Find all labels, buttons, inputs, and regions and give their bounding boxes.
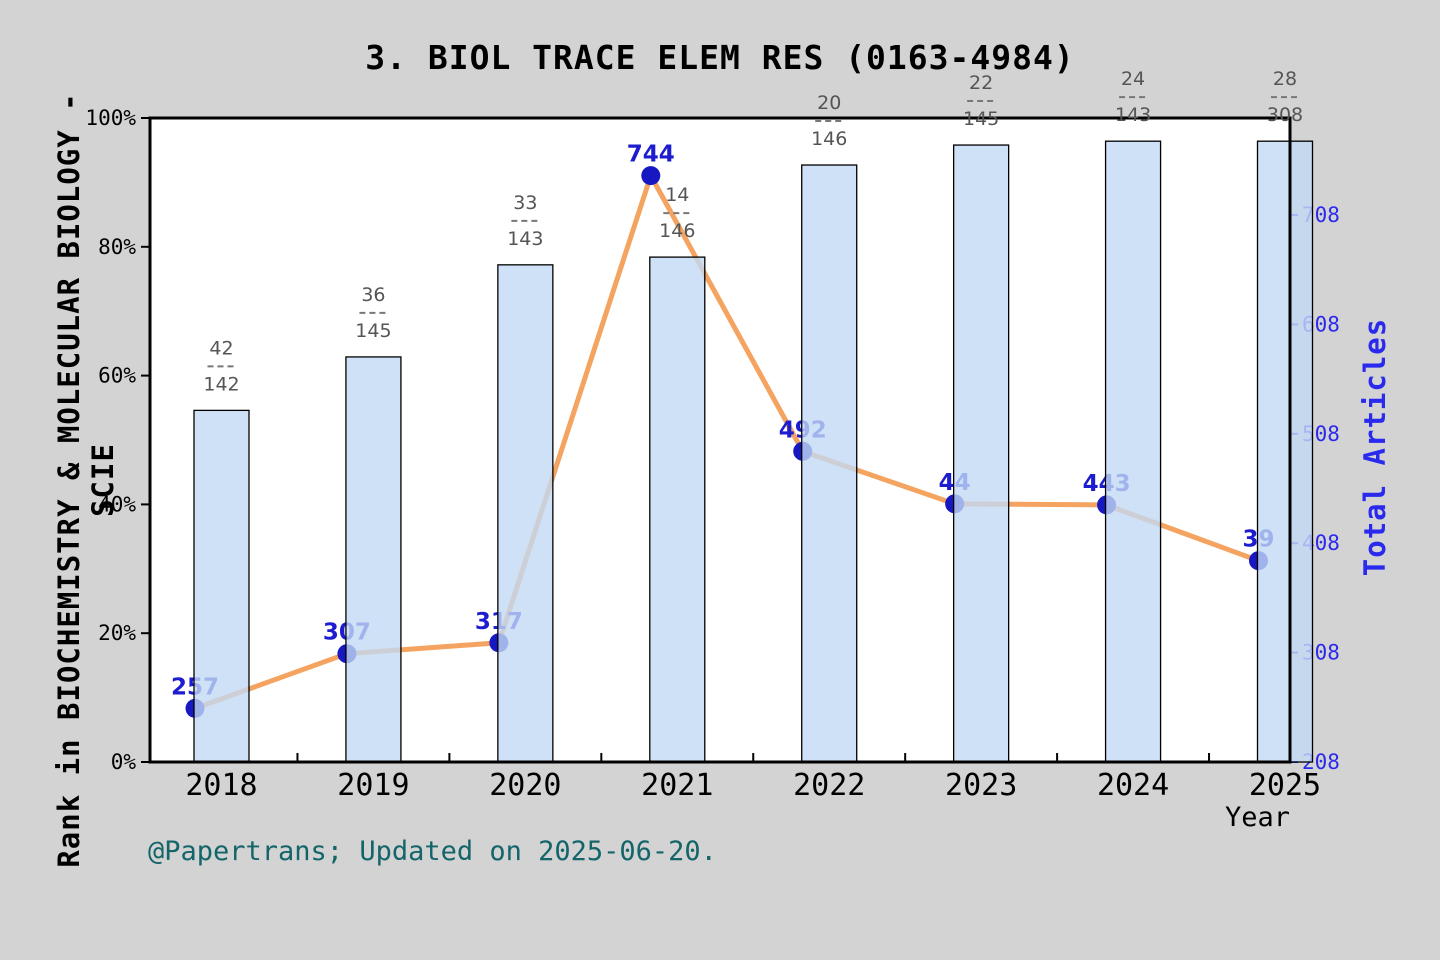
rank-fraction-numerator: 14 [665,184,689,206]
plot-frame [148,116,1292,764]
rank-fraction-numerator: 20 [817,92,841,114]
left-axis-tick-label: 20% [98,621,136,645]
point-value-label: 744 [627,142,675,168]
footer-credit: @Papertrans; Updated on 2025-06-20. [148,836,717,867]
rank-bar [952,144,1010,763]
left-axis-tick-label: 80% [98,235,136,259]
x-axis-tick-label: 2019 [337,768,409,803]
left-axis-tick-label: 60% [98,364,136,388]
left-axis-tick-label: 40% [98,492,136,516]
chart-title: 3. BIOL TRACE ELEM RES (0163-4984) [365,38,1075,77]
x-axis-tick-label: 2018 [185,768,257,803]
rank-bar [801,164,858,763]
rank-fraction-numerator: 28 [1273,68,1297,90]
rank-bar [345,356,402,763]
x-axis-title: Year [1224,802,1290,833]
x-axis-tick-label: 2020 [489,768,561,803]
rank-fraction-numerator: 36 [361,284,385,306]
x-axis-tick-label: 2024 [1097,768,1169,803]
rank-bar [193,409,250,763]
x-axis-tick-label: 2023 [945,768,1017,803]
rank-fraction-denominator: 145 [963,108,999,130]
rank-bar [497,264,554,763]
x-axis-tick-label: 2025 [1249,768,1321,803]
rank-fraction-denominator: 142 [203,373,239,395]
left-axis-tick-label: 100% [85,106,136,130]
rank-fraction-denominator: 143 [507,228,543,250]
x-axis-tick-label: 2022 [793,768,865,803]
left-axis-tick-label: 0% [111,750,137,774]
rank-fraction-denominator: 308 [1267,104,1303,126]
x-axis-tick-label: 2021 [641,768,713,803]
rank-bar [1104,140,1162,763]
rank-fraction-denominator: 146 [659,220,695,242]
rank-fraction-numerator: 22 [969,72,993,94]
rank-fraction-numerator: 33 [513,192,537,214]
rank-fraction-denominator: 143 [1115,104,1151,126]
rank-fraction-numerator: 42 [209,337,233,359]
rank-fraction-denominator: 146 [811,128,847,150]
data-point-marker [641,166,661,186]
rank-bar [649,256,706,763]
rank-bar [1256,140,1314,763]
rank-fraction-numerator: 24 [1121,68,1145,90]
rank-fraction-denominator: 145 [355,320,391,342]
